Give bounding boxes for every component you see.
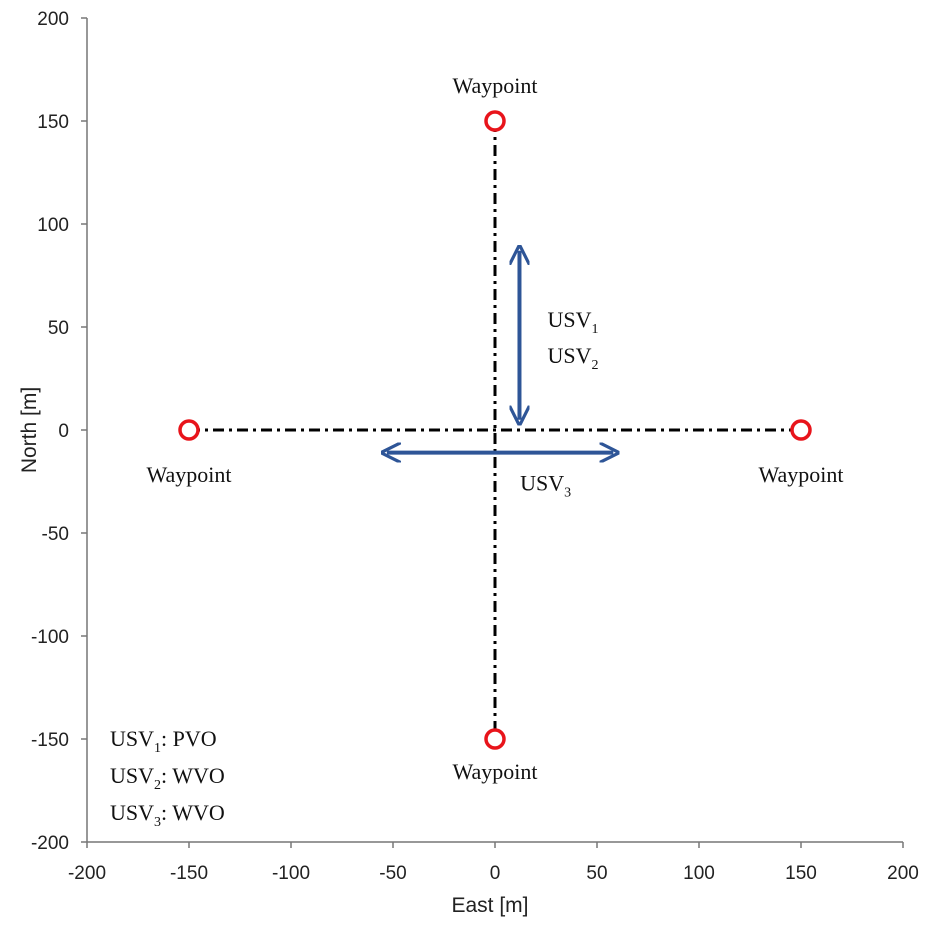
annotation-rest: : WVO [161,800,225,825]
y-tick-label: 0 [58,421,69,442]
waypoint [178,419,200,441]
waypoint [790,419,812,441]
annotation-sub: 1 [591,322,598,337]
y-tick-label: 200 [37,9,69,30]
y-tick-label: -200 [31,833,69,854]
annotation-text: USV [110,800,154,825]
annotation: USV1 [547,307,598,337]
x-axis-label: East [m] [451,894,528,917]
annotation-rest: : PVO [161,726,217,751]
y-axis-label: North [m] [18,387,41,473]
x-tick-label: 150 [785,863,817,884]
waypoint-label: Waypoint [453,759,538,784]
x-tick-label: 100 [683,863,715,884]
annotation-text: USV [547,343,591,368]
annotation-sub: 2 [154,778,161,793]
annotation: USV2 [547,343,598,373]
y-tick-label: -100 [31,627,69,648]
annotation-rest: : WVO [161,763,225,788]
annotation-sub: 2 [591,358,598,373]
annotation: USV3 [520,471,571,501]
waypoint [484,110,506,132]
x-tick-label: 0 [490,863,501,884]
y-tick-label: 50 [48,318,69,339]
waypoint [484,728,506,750]
y-tick-label: -50 [42,524,69,545]
annotation-sub: 3 [154,815,161,830]
waypoint-label: Waypoint [759,462,844,487]
x-tick-label: -150 [170,863,208,884]
x-tick-label: -200 [68,863,106,884]
y-tick-label: 150 [37,112,69,133]
y-tick-label: 100 [37,215,69,236]
annotation-sub: 1 [154,741,161,756]
annotation-text: USV [547,307,591,332]
annotation-sub: 3 [564,486,571,501]
y-tick-label: -150 [31,730,69,751]
x-tick-label: -100 [272,863,310,884]
x-tick-label: -50 [379,863,406,884]
annotation-text: USV [110,726,154,751]
annotation: USV1: PVO [110,726,217,756]
annotation-text: USV [110,763,154,788]
x-tick-label: 50 [586,863,607,884]
waypoint-label: Waypoint [147,462,232,487]
waypoint-label: Waypoint [453,73,538,98]
x-tick-label: 200 [887,863,919,884]
annotation: USV2: WVO [110,763,225,793]
annotation: USV3: WVO [110,800,225,830]
annotation-text: USV [520,471,564,496]
